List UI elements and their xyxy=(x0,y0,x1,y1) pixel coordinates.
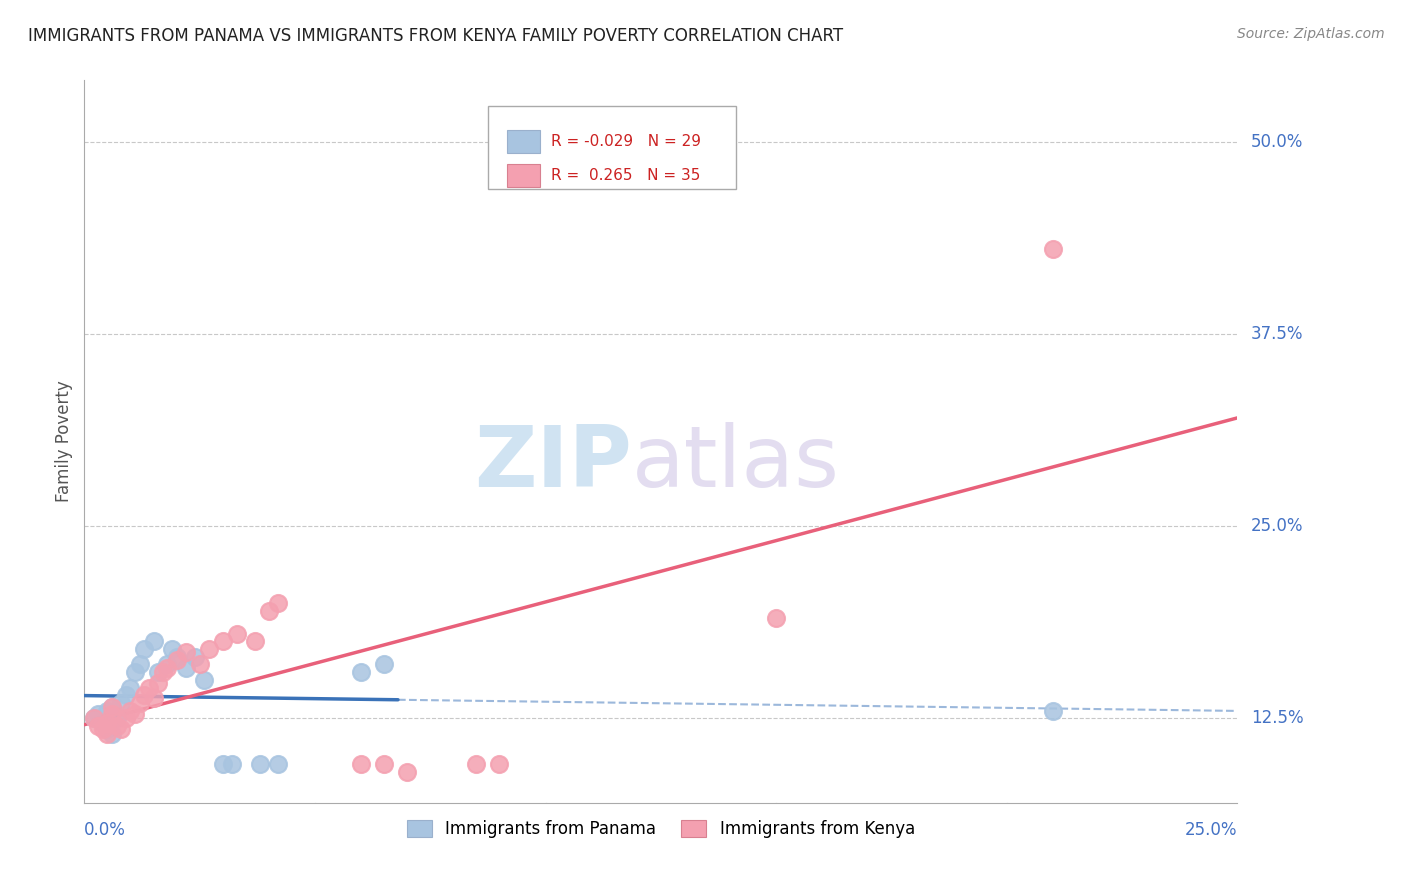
Point xyxy=(146,665,169,680)
Point xyxy=(198,642,221,657)
Point xyxy=(156,660,179,674)
Point xyxy=(91,715,114,730)
Point xyxy=(124,665,146,680)
Point xyxy=(128,657,150,672)
Point xyxy=(193,673,215,687)
Point xyxy=(184,649,207,664)
Point xyxy=(128,696,150,710)
Point xyxy=(166,653,188,667)
Point xyxy=(267,757,290,772)
Point xyxy=(373,657,395,672)
Bar xyxy=(508,164,540,187)
Text: 25.0%: 25.0% xyxy=(1251,517,1303,535)
Text: R =  0.265   N = 35: R = 0.265 N = 35 xyxy=(551,168,700,183)
Text: IMMIGRANTS FROM PANAMA VS IMMIGRANTS FROM KENYA FAMILY POVERTY CORRELATION CHART: IMMIGRANTS FROM PANAMA VS IMMIGRANTS FRO… xyxy=(28,27,844,45)
Y-axis label: Family Poverty: Family Poverty xyxy=(55,381,73,502)
Point xyxy=(101,706,124,721)
Point xyxy=(91,722,114,736)
Point xyxy=(138,681,160,695)
Point xyxy=(101,700,124,714)
Point xyxy=(243,634,266,648)
Point xyxy=(188,657,211,672)
Text: 37.5%: 37.5% xyxy=(1251,325,1303,343)
Point xyxy=(156,657,179,672)
Point xyxy=(211,634,233,648)
Point xyxy=(120,681,142,695)
Point xyxy=(101,726,124,740)
Text: 12.5%: 12.5% xyxy=(1251,709,1303,727)
Point xyxy=(174,645,197,659)
Point xyxy=(166,649,188,664)
Point xyxy=(96,715,118,730)
Text: 50.0%: 50.0% xyxy=(1251,133,1303,151)
Point xyxy=(83,711,105,725)
Point xyxy=(124,706,146,721)
Point xyxy=(101,700,124,714)
Point xyxy=(142,691,165,706)
Point xyxy=(96,704,118,718)
Point xyxy=(87,706,110,721)
FancyBboxPatch shape xyxy=(488,105,735,189)
Legend: Immigrants from Panama, Immigrants from Kenya: Immigrants from Panama, Immigrants from … xyxy=(401,814,921,845)
Text: 0.0%: 0.0% xyxy=(84,822,127,839)
Point xyxy=(120,704,142,718)
Point xyxy=(110,722,132,736)
Point xyxy=(134,642,156,657)
Text: atlas: atlas xyxy=(633,422,839,505)
Point xyxy=(211,757,233,772)
Point xyxy=(134,688,156,702)
Point xyxy=(110,696,132,710)
Text: ZIP: ZIP xyxy=(474,422,633,505)
Point xyxy=(105,711,128,725)
Point xyxy=(350,757,373,772)
Point xyxy=(257,604,280,618)
Point xyxy=(160,642,183,657)
Point xyxy=(249,757,271,772)
Point xyxy=(350,665,373,680)
Point xyxy=(221,757,243,772)
Point xyxy=(174,660,197,674)
Point xyxy=(488,757,510,772)
Point xyxy=(225,626,247,640)
Text: 25.0%: 25.0% xyxy=(1185,822,1237,839)
Point xyxy=(152,665,174,680)
Point xyxy=(765,611,787,625)
Point xyxy=(87,719,110,733)
Point xyxy=(1042,704,1064,718)
Point xyxy=(105,719,128,733)
Point xyxy=(465,757,488,772)
Point xyxy=(267,596,290,610)
Bar xyxy=(508,130,540,153)
Text: Source: ZipAtlas.com: Source: ZipAtlas.com xyxy=(1237,27,1385,41)
Point xyxy=(146,676,169,690)
Point xyxy=(373,757,395,772)
Text: R = -0.029   N = 29: R = -0.029 N = 29 xyxy=(551,134,702,149)
Point xyxy=(83,711,105,725)
Point xyxy=(142,634,165,648)
Point xyxy=(396,765,419,780)
Point xyxy=(96,722,118,736)
Point xyxy=(115,711,138,725)
Point xyxy=(96,726,118,740)
Point xyxy=(1042,243,1064,257)
Point xyxy=(115,688,138,702)
